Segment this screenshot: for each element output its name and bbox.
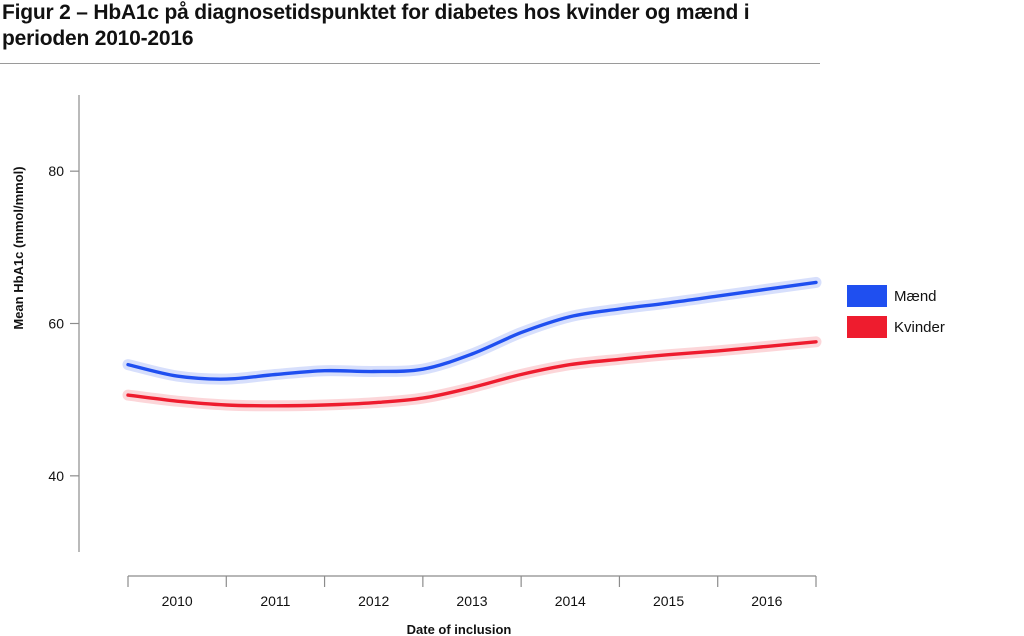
x-tick-label: 2012 <box>358 593 389 609</box>
x-axis-title: Date of inclusion <box>407 622 512 636</box>
x-ticks: 2010 2011 2012 2013 2014 2015 2016 <box>127 576 817 609</box>
legend-label: Mænd <box>894 288 937 305</box>
x-tick-label: 2013 <box>456 593 487 609</box>
title-divider <box>0 63 820 64</box>
y-tick-label: 60 <box>48 316 64 332</box>
chart-title: Figur 2 – HbA1c på diagnosetidspunktet f… <box>2 1 750 50</box>
y-tick-label: 80 <box>48 163 64 179</box>
x-tick-label: 2015 <box>653 593 684 609</box>
legend-swatch <box>847 316 887 338</box>
series-lines <box>122 276 822 412</box>
y-tick-label: 40 <box>48 468 64 484</box>
x-tick-label: 2016 <box>751 593 782 609</box>
legend-swatch <box>847 285 887 307</box>
x-tick-label: 2010 <box>162 593 193 609</box>
y-ticks: 40 60 80 <box>48 163 79 484</box>
series-line-1 <box>126 340 818 408</box>
x-tick-label: 2014 <box>555 593 586 609</box>
y-axis-title: Mean HbA1c (mmol/mmol) <box>11 166 26 329</box>
legend-label: Kvinder <box>894 319 945 336</box>
x-tick-label: 2011 <box>260 593 290 609</box>
legend: Mænd Kvinder <box>847 285 945 338</box>
series-line-0 <box>126 280 818 381</box>
